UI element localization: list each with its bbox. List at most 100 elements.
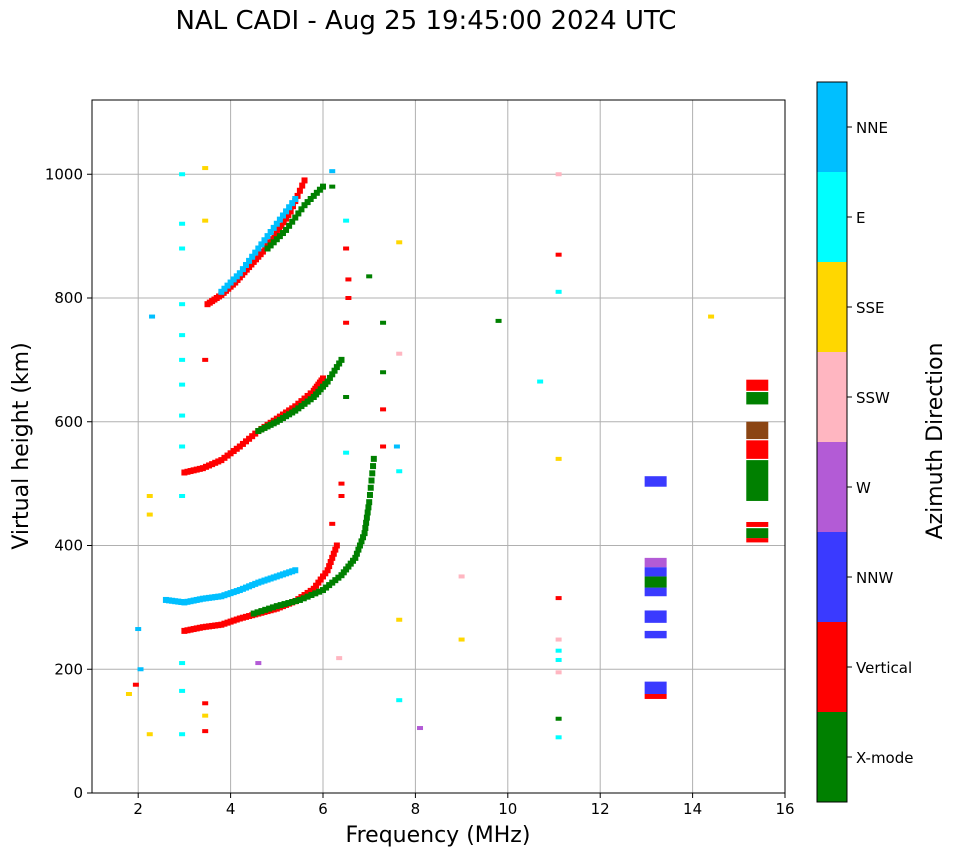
data-point [312, 590, 319, 597]
data-point [396, 698, 403, 703]
data-point [365, 504, 372, 511]
data-point [190, 626, 197, 633]
data-point [255, 579, 262, 586]
colorbar-tick-label: W [856, 479, 871, 497]
data-point [206, 594, 213, 601]
data-point [301, 400, 308, 407]
colorbar-tick-label: NNW [856, 569, 893, 587]
data-point [196, 596, 203, 603]
column-segment [746, 521, 769, 527]
grid-lines [92, 100, 785, 794]
data-point [286, 569, 293, 576]
data-point [218, 593, 225, 600]
colorbar-swatch [817, 712, 847, 802]
data-point [179, 661, 186, 666]
data-point [243, 584, 249, 591]
data-point [224, 282, 231, 289]
y-tick-label: 200 [54, 660, 83, 678]
x-axis-label: Frequency (MHz) [346, 823, 531, 848]
data-point [286, 411, 293, 418]
data-point [324, 567, 331, 574]
y-tick-label: 1000 [45, 165, 83, 183]
data-point [307, 390, 314, 397]
data-point [331, 367, 338, 374]
data-point [262, 606, 269, 613]
data-point [249, 433, 256, 440]
data-point [258, 426, 265, 433]
data-point [287, 208, 294, 215]
colorbar-swatch [817, 172, 847, 262]
data-point [345, 296, 352, 300]
data-point [239, 440, 246, 447]
data-point [199, 465, 206, 472]
trace-group [250, 455, 377, 617]
data-point [264, 242, 271, 249]
data-point [250, 610, 257, 617]
data-point [277, 602, 284, 609]
data-point [206, 623, 213, 630]
trace-group [181, 375, 326, 476]
y-axis-ticks: 0 200 400 600 800 1000 [45, 165, 92, 802]
data-point [243, 613, 249, 620]
data-point [179, 444, 186, 449]
data-point [295, 405, 302, 412]
data-point [283, 570, 290, 577]
data-point [264, 245, 271, 252]
data-point [184, 627, 191, 634]
data-point [267, 421, 274, 428]
data-point [313, 582, 320, 589]
data-point [304, 199, 311, 206]
data-point [281, 601, 288, 608]
data-point [555, 596, 562, 601]
data-point [193, 596, 200, 603]
data-point [224, 452, 231, 459]
x-tick-label: 10 [498, 800, 517, 818]
data-point [333, 364, 340, 371]
data-point [289, 405, 296, 412]
data-point [380, 370, 387, 375]
data-point [299, 182, 306, 189]
column-segment [746, 392, 769, 405]
data-point [209, 594, 216, 601]
data-point [298, 206, 305, 213]
data-point [243, 262, 249, 268]
column-segment [746, 440, 769, 459]
data-point [252, 249, 259, 256]
data-point [343, 450, 350, 455]
data-point [146, 512, 153, 517]
data-point [227, 590, 234, 597]
data-point [179, 382, 186, 387]
data-point [363, 514, 370, 521]
data-point [315, 579, 322, 586]
data-point [283, 226, 290, 233]
data-point [271, 233, 278, 240]
colorbar-label: Azimuth Direction [923, 342, 948, 539]
data-point [283, 413, 290, 420]
data-point [258, 241, 265, 248]
data-point [273, 573, 280, 580]
data-point [304, 398, 311, 405]
y-tick-label: 600 [54, 413, 83, 431]
data-point [230, 617, 237, 624]
data-point [555, 657, 562, 662]
data-point [179, 732, 186, 737]
data-point [179, 221, 186, 226]
data-point [329, 371, 336, 378]
data-point [224, 619, 231, 626]
data-point [202, 218, 209, 223]
data-point [283, 409, 290, 416]
data-point [227, 618, 234, 625]
trace-group [181, 542, 340, 634]
data-point [370, 455, 377, 462]
data-point [301, 592, 308, 598]
data-point [324, 378, 331, 385]
column-segment [644, 476, 667, 487]
data-point [166, 597, 172, 604]
data-point [261, 577, 268, 584]
data-point [202, 713, 209, 718]
data-point [233, 616, 240, 623]
data-point [187, 468, 194, 475]
data-point [367, 484, 374, 491]
colorbar-swatch [817, 532, 847, 622]
data-point [218, 288, 225, 295]
